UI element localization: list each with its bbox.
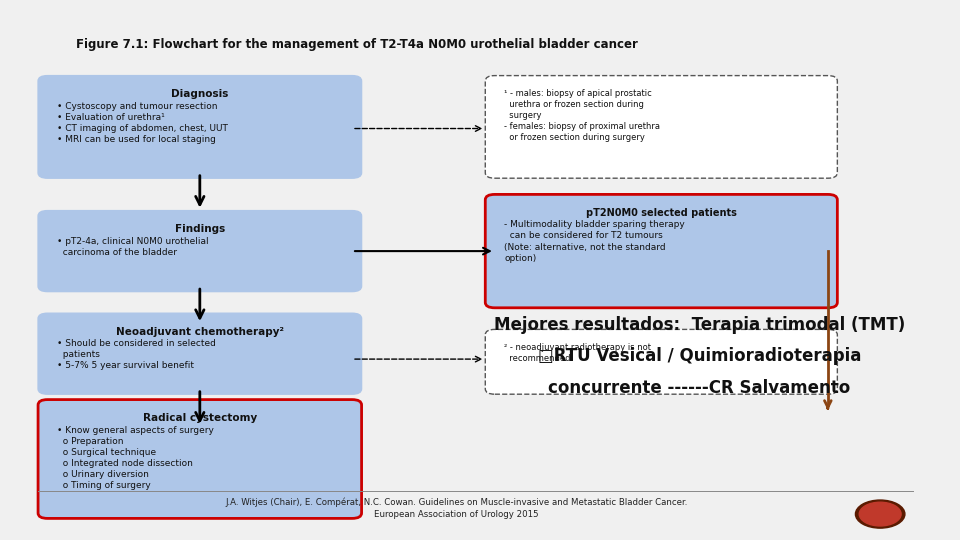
Text: Mejores resultados:  Terapia trimodal (TMT): Mejores resultados: Terapia trimodal (TM… xyxy=(493,316,905,334)
Text: □RTU Vesical / Quimioradioterapia: □RTU Vesical / Quimioradioterapia xyxy=(538,347,861,365)
Text: Neoadjuvant chemotherapy²: Neoadjuvant chemotherapy² xyxy=(116,327,284,337)
Text: • Should be considered in selected
  patients
• 5-7% 5 year survival benefit: • Should be considered in selected patie… xyxy=(57,339,216,370)
Text: • pT2-4a, clinical N0M0 urothelial
  carcinoma of the bladder: • pT2-4a, clinical N0M0 urothelial carci… xyxy=(57,237,208,256)
Text: Radical cystectomy: Radical cystectomy xyxy=(143,413,257,423)
Text: concurrente ------CR Salvamento: concurrente ------CR Salvamento xyxy=(548,379,851,396)
Text: ² - neoadjuvant radiotherapy is not
  recommended: ² - neoadjuvant radiotherapy is not reco… xyxy=(504,343,651,363)
Text: - Multimodality bladder sparing therapy
  can be considered for T2 tumours
(Note: - Multimodality bladder sparing therapy … xyxy=(504,220,685,262)
Text: Findings: Findings xyxy=(175,224,225,234)
Text: ¹ - males: biopsy of apical prostatic
  urethra or frozen section during
  surge: ¹ - males: biopsy of apical prostatic ur… xyxy=(504,89,660,143)
FancyBboxPatch shape xyxy=(38,76,362,178)
Text: Diagnosis: Diagnosis xyxy=(171,89,228,99)
FancyBboxPatch shape xyxy=(38,211,362,292)
FancyBboxPatch shape xyxy=(486,76,837,178)
Circle shape xyxy=(859,502,901,526)
Text: Figure 7.1: Flowchart for the management of T2-T4a N0M0 urothelial bladder cance: Figure 7.1: Flowchart for the management… xyxy=(76,38,638,51)
FancyBboxPatch shape xyxy=(486,329,837,394)
Text: pT2N0M0 selected patients: pT2N0M0 selected patients xyxy=(586,208,736,218)
Circle shape xyxy=(855,500,905,528)
FancyBboxPatch shape xyxy=(38,400,362,518)
FancyBboxPatch shape xyxy=(38,313,362,394)
Text: • Cystoscopy and tumour resection
• Evaluation of urethra¹
• CT imaging of abdom: • Cystoscopy and tumour resection • Eval… xyxy=(57,102,228,144)
Text: • Know general aspects of surgery
  o Preparation
  o Surgical technique
  o Int: • Know general aspects of surgery o Prep… xyxy=(57,426,214,490)
Text: J.A. Witjes (Chair), E. Compérat, N.C. Cowan. Guidelines on Muscle-invasive and : J.A. Witjes (Chair), E. Compérat, N.C. C… xyxy=(226,497,688,519)
FancyBboxPatch shape xyxy=(486,194,837,308)
